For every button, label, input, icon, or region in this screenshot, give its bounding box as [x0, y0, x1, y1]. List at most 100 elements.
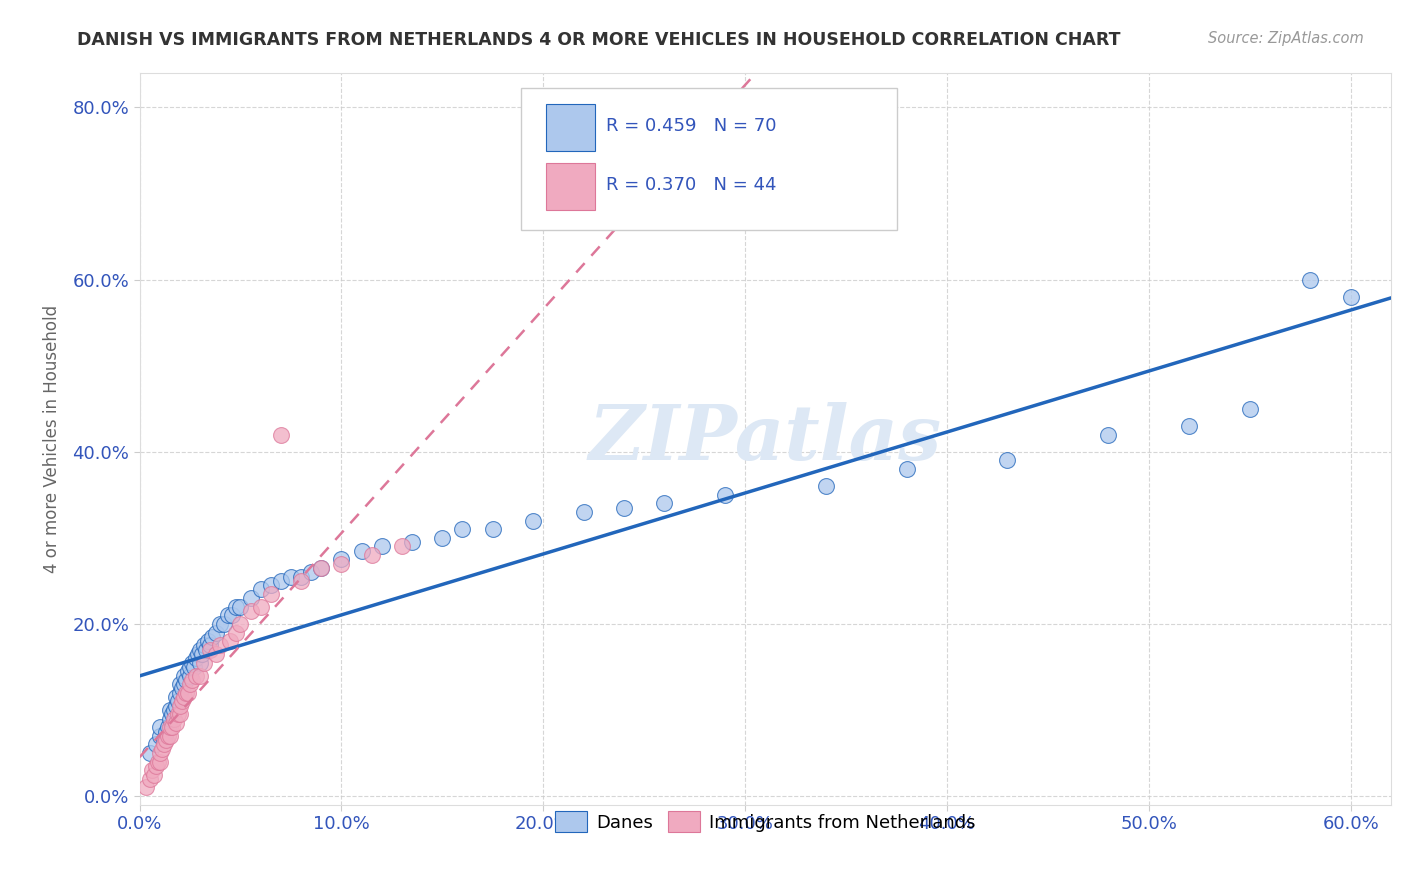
Point	[309, 561, 332, 575]
Point	[156, 729, 179, 743]
Point	[183, 660, 205, 674]
FancyBboxPatch shape	[522, 87, 897, 230]
Point	[149, 729, 172, 743]
Text: ZIPatlas: ZIPatlas	[589, 401, 942, 475]
Point	[239, 591, 262, 605]
Point	[174, 686, 197, 700]
Point	[371, 540, 394, 554]
Point	[159, 729, 181, 743]
Point	[177, 686, 200, 700]
Point	[299, 566, 322, 580]
Text: R = 0.370   N = 44: R = 0.370 N = 44	[606, 176, 778, 194]
Point	[350, 543, 373, 558]
Point	[290, 574, 312, 588]
Point	[181, 656, 204, 670]
Point	[150, 741, 173, 756]
Point	[149, 720, 172, 734]
Point	[270, 574, 292, 588]
Point	[138, 746, 160, 760]
Point	[201, 630, 224, 644]
Point	[173, 677, 195, 691]
Point	[160, 720, 183, 734]
Point	[149, 755, 172, 769]
Point	[155, 724, 177, 739]
Point	[896, 462, 918, 476]
Point	[169, 677, 191, 691]
Point	[193, 656, 215, 670]
Point	[177, 665, 200, 679]
Point	[146, 755, 169, 769]
Point	[135, 780, 157, 795]
Point	[142, 767, 165, 781]
Point	[188, 642, 211, 657]
Point	[159, 703, 181, 717]
Point	[205, 625, 228, 640]
Text: DANISH VS IMMIGRANTS FROM NETHERLANDS 4 OR MORE VEHICLES IN HOUSEHOLD CORRELATIO: DANISH VS IMMIGRANTS FROM NETHERLANDS 4 …	[77, 31, 1121, 49]
Point	[280, 569, 302, 583]
Point	[169, 698, 191, 713]
Point	[451, 522, 474, 536]
Point	[193, 639, 215, 653]
Point	[184, 668, 207, 682]
Legend: Danes, Immigrants from Netherlands: Danes, Immigrants from Netherlands	[547, 805, 983, 839]
Point	[188, 668, 211, 682]
Point	[1340, 290, 1362, 304]
Point	[188, 656, 211, 670]
Point	[260, 587, 283, 601]
Point	[229, 599, 252, 614]
Point	[1178, 418, 1201, 433]
Point	[160, 707, 183, 722]
Y-axis label: 4 or more Vehicles in Household: 4 or more Vehicles in Household	[44, 305, 60, 573]
Point	[197, 634, 219, 648]
Point	[360, 548, 382, 562]
Point	[225, 625, 247, 640]
Point	[214, 616, 236, 631]
Point	[814, 479, 837, 493]
Point	[654, 496, 676, 510]
Point	[309, 561, 332, 575]
Point	[179, 660, 201, 674]
Point	[219, 634, 242, 648]
FancyBboxPatch shape	[547, 104, 595, 152]
Point	[290, 569, 312, 583]
Point	[165, 698, 187, 713]
Point	[141, 764, 163, 778]
Point	[170, 694, 193, 708]
Point	[184, 651, 207, 665]
Point	[330, 552, 353, 566]
Point	[145, 738, 167, 752]
Point	[205, 647, 228, 661]
Point	[1239, 401, 1261, 416]
Point	[714, 488, 737, 502]
Point	[401, 535, 423, 549]
Point	[149, 746, 172, 760]
Point	[613, 500, 636, 515]
Point	[167, 694, 190, 708]
Point	[391, 540, 413, 554]
Point	[159, 720, 181, 734]
Point	[330, 557, 353, 571]
Point	[221, 608, 243, 623]
Point	[522, 514, 544, 528]
Point	[165, 715, 187, 730]
Point	[225, 599, 247, 614]
Point	[170, 681, 193, 696]
Point	[163, 712, 186, 726]
Point	[174, 673, 197, 687]
Point	[249, 582, 271, 597]
Point	[239, 604, 262, 618]
Point	[1097, 427, 1119, 442]
Point	[167, 707, 190, 722]
Point	[159, 712, 181, 726]
Point	[187, 647, 209, 661]
Point	[145, 759, 167, 773]
Point	[572, 505, 595, 519]
Point	[152, 738, 174, 752]
Point	[165, 690, 187, 704]
Point	[138, 772, 160, 786]
Point	[179, 677, 201, 691]
Point	[997, 453, 1019, 467]
Point	[173, 668, 195, 682]
Point	[432, 531, 454, 545]
Point	[191, 647, 214, 661]
